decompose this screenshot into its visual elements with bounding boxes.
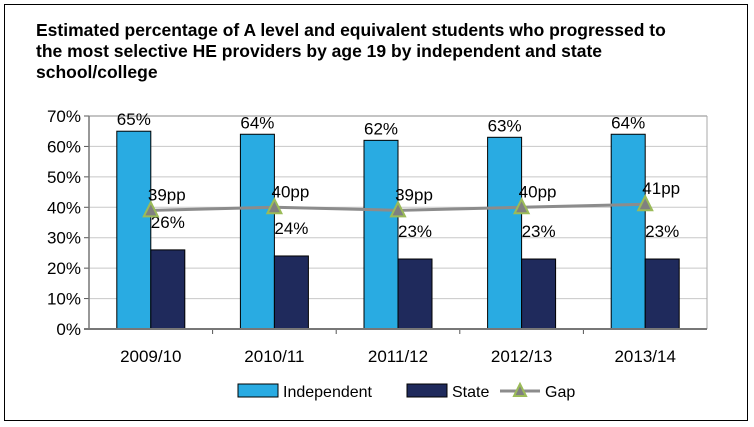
label-gap: 40pp [519, 182, 557, 201]
legend-label-independent: Independent [283, 384, 373, 401]
label-gap: 39pp [395, 185, 433, 204]
bar-independent [487, 136, 523, 330]
label-independent: 64% [611, 113, 645, 132]
label-gap: 40pp [271, 182, 309, 201]
y-tick-label: 60% [47, 137, 81, 156]
y-tick-label: 30% [47, 229, 81, 248]
x-tick-label: 2011/12 [368, 347, 428, 366]
label-gap: 39pp [148, 185, 186, 204]
bar-state [521, 258, 557, 330]
gap-marker [265, 197, 284, 215]
label-state: 23% [522, 222, 556, 241]
label-independent: 64% [240, 113, 274, 132]
x-tick-label: 2010/11 [244, 347, 304, 366]
gap-marker [512, 197, 531, 215]
y-tick-label: 0% [56, 320, 81, 339]
y-tick-label: 20% [47, 259, 81, 278]
x-tick-label: 2013/14 [614, 347, 675, 366]
label-state: 23% [645, 222, 679, 241]
chart-title: Estimated percentage of A level and equi… [36, 20, 666, 82]
y-tick-label: 50% [47, 168, 81, 187]
legend-label-gap: Gap [545, 384, 575, 401]
bar-independent [610, 133, 646, 330]
label-independent: 62% [364, 119, 398, 138]
bar-independent [116, 130, 152, 330]
gap-marker [142, 200, 160, 218]
bar-state [150, 249, 186, 330]
bar-state [644, 258, 680, 330]
y-tick-label: 10% [47, 290, 81, 309]
bar-state [397, 258, 433, 330]
label-gap: 41pp [642, 179, 680, 198]
x-tick-label: 2009/10 [120, 347, 181, 366]
legend-swatch-state [406, 383, 448, 398]
chart-frame [4, 4, 748, 421]
x-tick-label: 2012/13 [491, 347, 552, 366]
bar-independent [363, 139, 399, 330]
legend-swatch-independent [237, 383, 279, 398]
label-independent: 65% [117, 110, 151, 129]
label-independent: 63% [488, 116, 522, 135]
y-tick-label: 70% [47, 107, 81, 126]
gap-marker [389, 200, 407, 218]
gap-marker [636, 194, 654, 212]
legend-label-state: State [452, 384, 489, 401]
bar-independent [239, 133, 275, 330]
bar-state [273, 255, 309, 330]
y-tick-label: 40% [47, 198, 81, 217]
label-state: 26% [151, 213, 185, 232]
label-state: 24% [274, 219, 308, 238]
label-state: 23% [398, 222, 432, 241]
legend-marker-gap [512, 381, 528, 397]
